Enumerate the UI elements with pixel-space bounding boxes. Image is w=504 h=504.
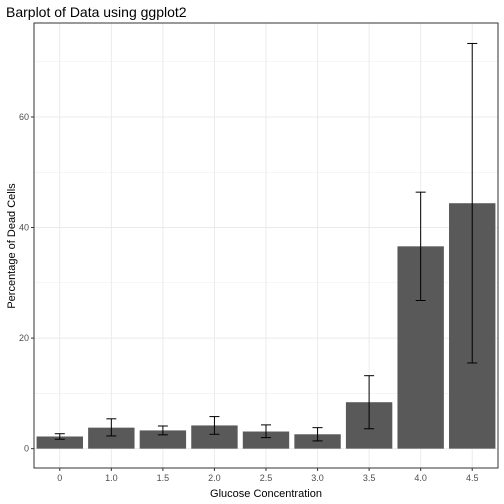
x-tick-label: 4.0 xyxy=(414,473,427,483)
error-bars xyxy=(54,42,478,442)
bar-1.5 xyxy=(139,430,187,449)
bar-0 xyxy=(36,436,83,449)
error-bar-2.5 xyxy=(261,424,271,439)
y-tick-label: 20 xyxy=(19,333,29,343)
x-tick-label: 1.0 xyxy=(105,473,118,483)
x-tick-label: 4.5 xyxy=(466,473,479,483)
y-tick-label: 60 xyxy=(19,112,29,122)
error-bar-4.0 xyxy=(415,191,426,302)
x-tick-label: 3.5 xyxy=(363,473,376,483)
y-axis: 0 20 40 60 xyxy=(19,112,34,454)
error-bar-1.5 xyxy=(157,425,168,436)
x-tick-label: 0 xyxy=(57,473,62,483)
x-tick-label: 1.5 xyxy=(157,473,170,483)
error-bar-4.5 xyxy=(467,42,478,364)
x-tick-label: 3.0 xyxy=(311,473,324,483)
bar-2.0 xyxy=(191,425,238,449)
x-tick-label: 2.0 xyxy=(208,473,221,483)
x-axis: 0 1.0 1.5 2.0 2.5 3.0 3.5 4.0 4.5 xyxy=(57,468,478,483)
y-axis-title: Percentage of Dead Cells xyxy=(6,183,18,309)
error-bar-3.5 xyxy=(364,375,375,430)
error-bar-1.0 xyxy=(106,418,117,437)
bar-3.0 xyxy=(294,434,341,449)
y-tick-label: 40 xyxy=(19,223,29,233)
bar-2.5 xyxy=(242,431,290,449)
error-bar-2.0 xyxy=(209,416,220,435)
y-tick-label: 0 xyxy=(24,444,29,454)
chart-title: Barplot of Data using ggplot2 xyxy=(6,4,187,20)
bars xyxy=(36,203,496,449)
x-tick-label: 2.5 xyxy=(260,473,273,483)
error-bar-0 xyxy=(54,433,65,440)
error-bar-3.0 xyxy=(312,427,323,442)
bar-1.0 xyxy=(88,427,135,449)
x-axis-title: Glucose Concentration xyxy=(210,488,322,500)
